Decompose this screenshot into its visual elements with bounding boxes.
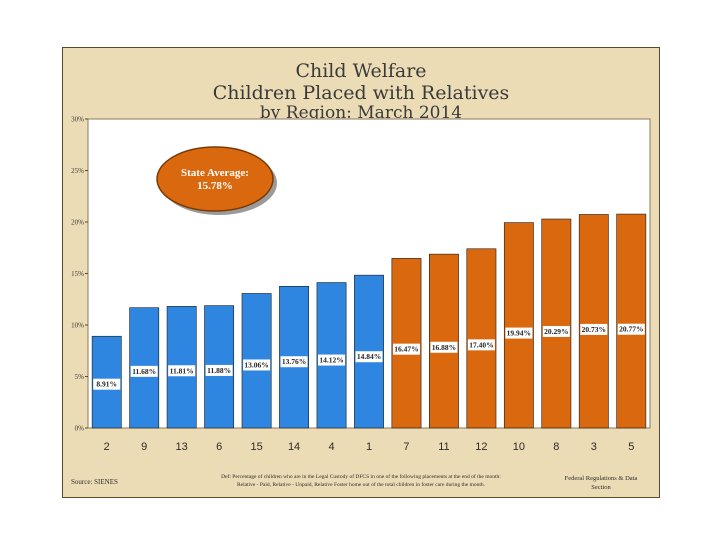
data-label: 8.91% bbox=[96, 380, 117, 389]
y-tick-label: 0% bbox=[75, 425, 85, 433]
bar bbox=[429, 253, 459, 429]
state-average-callout: State Average: 15.78% bbox=[156, 146, 277, 215]
data-label-box bbox=[93, 378, 121, 390]
x-tick-label: 5 bbox=[628, 441, 634, 453]
x-tick-label: 12 bbox=[475, 441, 487, 453]
data-label: 13.76% bbox=[282, 357, 306, 366]
data-label: 11.68% bbox=[132, 367, 156, 376]
data-label-box bbox=[205, 364, 233, 376]
x-tick-label: 6 bbox=[216, 441, 222, 453]
bar-chart: Child Welfare Children Placed with Relat… bbox=[71, 60, 651, 453]
data-label-box bbox=[392, 343, 420, 355]
x-tick-label: 8 bbox=[553, 441, 559, 453]
state-average-label: State Average: bbox=[181, 167, 249, 179]
data-label: 20.29% bbox=[544, 327, 568, 336]
chart-title-line-3: by Region: March 2014 bbox=[260, 103, 462, 123]
y-tick-label: 10% bbox=[71, 322, 84, 330]
x-tick-label: 9 bbox=[141, 441, 147, 453]
y-tick-label: 20% bbox=[71, 219, 84, 227]
data-label: 11.81% bbox=[170, 366, 194, 375]
data-label-box bbox=[430, 341, 458, 353]
x-tick-label: 11 bbox=[438, 441, 449, 453]
data-label-box bbox=[467, 339, 495, 351]
source-note: Source: SIENES bbox=[71, 478, 118, 486]
bar bbox=[391, 258, 422, 429]
data-label: 13.06% bbox=[244, 360, 268, 369]
x-tick-label: 3 bbox=[591, 441, 597, 453]
definition-note: Def: Percentage of children who are in t… bbox=[181, 473, 541, 489]
data-label-box bbox=[130, 365, 158, 377]
y-axis: 0% 5% 10% 15% 20% 25% 30% bbox=[71, 116, 88, 433]
y-tick-label: 15% bbox=[71, 270, 84, 278]
data-label: 16.47% bbox=[394, 345, 418, 354]
data-label-box bbox=[505, 327, 533, 339]
definition-line-1: Def: Percentage of children who are in t… bbox=[221, 474, 501, 480]
bar bbox=[616, 213, 647, 429]
x-tick-label: 1 bbox=[366, 441, 372, 453]
x-tick-label: 13 bbox=[176, 441, 188, 453]
data-label: 17.40% bbox=[469, 340, 493, 349]
y-tick-label: 5% bbox=[75, 373, 85, 381]
data-label-box bbox=[617, 323, 645, 335]
chart-slide: Child Welfare Children Placed with Relat… bbox=[62, 47, 660, 498]
data-label: 11.88% bbox=[207, 366, 231, 375]
x-axis-labels: 2 9 13 6 15 14 4 1 7 11 12 10 8 3 5 bbox=[104, 441, 635, 453]
bar bbox=[541, 218, 572, 429]
data-label: 20.73% bbox=[582, 325, 606, 334]
data-label: 20.77% bbox=[619, 325, 643, 334]
x-tick-label: 7 bbox=[403, 441, 409, 453]
section-note: Federal Regulations & Data Section bbox=[551, 474, 651, 492]
definition-line-2: Relative - Paid, Relative - Unpaid, Rela… bbox=[236, 482, 486, 488]
x-tick-label: 14 bbox=[288, 441, 300, 453]
data-label-box bbox=[542, 325, 570, 337]
x-tick-label: 4 bbox=[328, 441, 334, 453]
y-tick-label: 25% bbox=[71, 167, 84, 175]
state-average-oval bbox=[156, 146, 274, 212]
bar bbox=[503, 222, 534, 429]
data-label-box bbox=[168, 365, 196, 377]
x-tick-label: 10 bbox=[513, 441, 525, 453]
data-label-box bbox=[318, 354, 346, 366]
section-line-1: Federal Regulations & Data bbox=[564, 475, 638, 482]
section-line-2: Section bbox=[591, 484, 611, 491]
y-tick-label: 30% bbox=[71, 116, 84, 124]
data-label-box bbox=[243, 359, 271, 371]
bar bbox=[466, 248, 497, 429]
state-average-value: 15.78% bbox=[197, 180, 233, 192]
chart-title-line-1: Child Welfare bbox=[295, 60, 426, 82]
data-label: 14.84% bbox=[357, 352, 381, 361]
data-label-box bbox=[355, 351, 383, 363]
data-label-box bbox=[280, 356, 308, 368]
data-label: 14.12% bbox=[319, 356, 343, 365]
x-tick-label: 2 bbox=[104, 441, 110, 453]
bar-series: 8.91% 11.68% 11.81% 11.88% 13.06% 13.76% 14.12… bbox=[91, 213, 647, 429]
bar bbox=[578, 214, 609, 429]
x-tick-label: 15 bbox=[250, 441, 262, 453]
data-label: 19.94% bbox=[507, 329, 531, 338]
chart-title-line-2: Children Placed with Relatives bbox=[213, 82, 510, 104]
data-label-box bbox=[580, 323, 608, 335]
data-label: 16.88% bbox=[432, 343, 456, 352]
